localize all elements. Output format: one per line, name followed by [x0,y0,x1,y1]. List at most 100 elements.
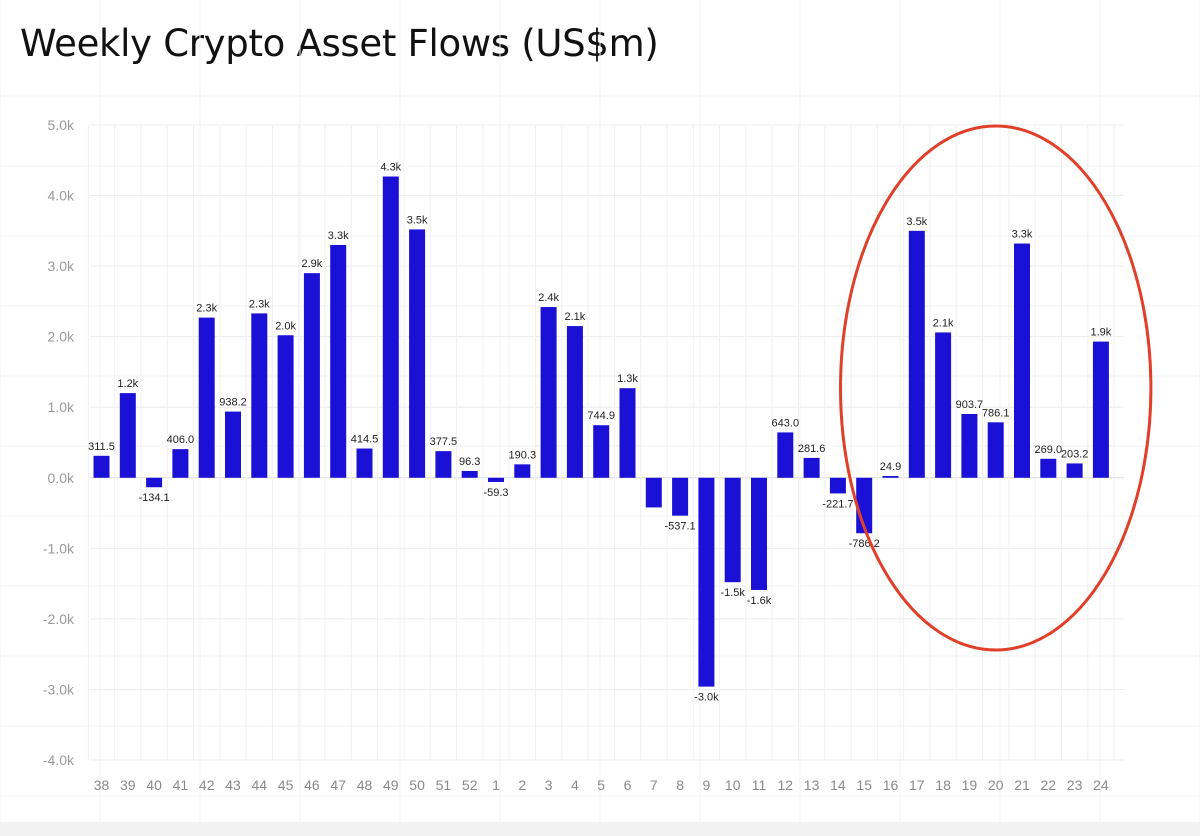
data-label: 377.5 [430,436,458,448]
data-label: 1.2k [117,378,138,390]
y-tick-label: 0.0k [48,470,75,486]
data-label: 190.3 [509,449,537,461]
bar [1066,463,1083,478]
data-label: 96.3 [459,456,480,468]
bar [409,229,426,478]
x-tick-label: 21 [1014,777,1030,793]
bar [619,388,636,478]
data-label: 744.9 [587,410,615,422]
bar [146,477,163,488]
data-label: 1.9k [1091,327,1112,339]
y-axis-ticks: 5.0k 4.0k 3.0k 2.0k 1.0k 0.0k -1.0k -2.0k -3.0k -… [43,117,75,768]
y-tick-label: 1.0k [48,399,75,415]
x-tick-label: 48 [357,777,373,793]
x-tick-label: 7 [650,777,658,793]
x-tick-label: 49 [383,777,399,793]
bar [803,457,820,478]
x-tick-label: 44 [252,777,268,793]
data-label: 4.3k [380,162,401,174]
x-tick-label: 14 [830,777,846,793]
x-tick-label: 3 [545,777,553,793]
x-tick-label: 15 [856,777,872,793]
bar [540,307,557,478]
y-tick-label: 4.0k [48,188,75,204]
x-tick-label: 39 [120,777,136,793]
x-tick-label: 11 [752,777,767,793]
annotations [839,124,1153,652]
data-label: -537.1 [664,521,695,533]
bar [488,477,504,482]
x-tick-label: 43 [225,777,241,793]
data-label: 2.3k [249,298,270,310]
bar [593,425,610,478]
x-tick-label: 20 [988,777,1004,793]
bar [777,432,794,478]
data-label: 203.2 [1061,448,1089,460]
bar [303,273,320,478]
data-label: 2.0k [275,320,296,332]
x-tick-label: 42 [199,777,215,793]
data-label: 406.0 [167,434,195,446]
highlight-ellipse [839,124,1153,652]
y-tick-label: -2.0k [43,611,75,627]
x-tick-label: 8 [676,777,684,793]
y-tick-label: 5.0k [48,117,75,133]
bar [93,455,110,478]
data-labels: 311.5 1.2k -134.1 406.0 2.3k 938.2 2.3k 2.0k 2.9… [88,162,1112,704]
x-tick-label: 19 [962,777,978,793]
data-label: 2.1k [933,317,954,329]
x-tick-label: 16 [883,777,899,793]
data-label: -1.5k [720,587,745,599]
x-tick-label: 12 [778,777,794,793]
x-tick-label: 24 [1093,777,1109,793]
bar [225,411,241,478]
x-tick-label: 17 [909,777,925,793]
bar [330,244,347,478]
bar [461,470,478,478]
y-tick-label: 3.0k [48,258,75,274]
data-label: 2.4k [538,292,559,304]
data-label: -59.3 [483,487,508,499]
data-label: 3.5k [906,216,927,228]
data-label: 903.7 [956,399,984,411]
x-tick-label: 40 [146,777,162,793]
data-label: 269.0 [1035,444,1063,456]
bar [356,448,373,478]
chart-title: Weekly Crypto Asset Flows (US$m) [20,22,659,65]
data-label: -3.0k [694,692,719,704]
x-tick-label: 2 [518,777,526,793]
x-tick-label: 18 [935,777,951,793]
data-label: 414.5 [351,434,379,446]
data-label: 2.1k [565,311,586,323]
bar [724,477,741,583]
data-label: 938.2 [219,397,247,409]
bar [119,393,136,478]
y-tick-label: -4.0k [43,752,75,768]
data-label: 1.3k [617,373,638,385]
bar [908,230,925,478]
data-label: 786.1 [982,407,1010,419]
data-label: -221.7 [822,498,853,510]
bar [1014,243,1030,478]
bar [987,422,1004,478]
x-tick-label: 10 [725,777,741,793]
bar [1092,341,1109,478]
bar [672,477,689,516]
data-label: -134.1 [138,492,169,504]
bar [172,449,189,478]
x-tick-label: 50 [409,777,425,793]
x-tick-label: 38 [94,777,110,793]
x-tick-label: 45 [278,777,294,793]
data-label: -786.2 [849,538,880,550]
x-tick-label: 47 [330,777,346,793]
data-label: -1.6k [747,595,772,607]
x-tick-label: 5 [597,777,605,793]
bar [198,317,215,478]
x-tick-label: 6 [624,777,632,793]
x-tick-label: 13 [804,777,820,793]
bar [382,176,399,478]
x-tick-label: 23 [1067,777,1083,793]
bar [645,477,662,508]
bar [277,335,294,478]
